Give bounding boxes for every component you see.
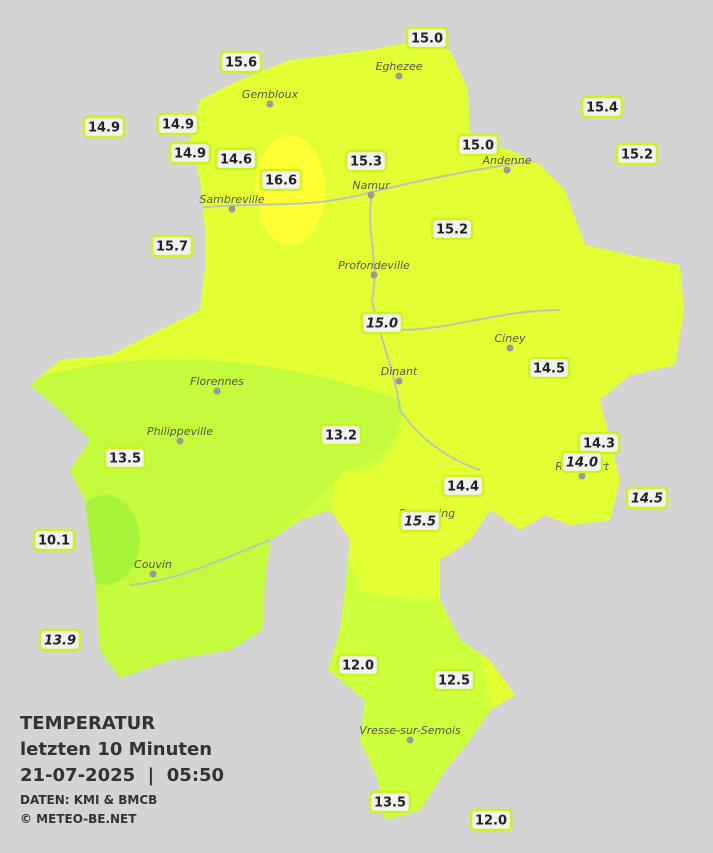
legend-title: TEMPERATUR [20,713,155,734]
station-box [560,450,604,474]
station-box [336,653,380,677]
station-value: 14.0 [566,456,598,471]
legend: TEMPERATUR letzten 10 Minuten 21-07-2025… [20,713,224,826]
station-value: 15.7 [156,240,188,255]
legend-copyright: © METEO-BE.NET [20,812,137,826]
town-dot [406,736,414,744]
station-box [398,509,442,533]
station-value: 10.1 [38,534,70,549]
station-value: 15.5 [404,515,436,530]
town-name: Eghezee [376,60,423,73]
station-box [360,311,404,335]
station-value: 13.2 [325,429,357,444]
station-value: 15.0 [366,317,398,332]
station-value: 14.3 [583,437,615,452]
town-dot [395,377,403,385]
station-box [430,217,474,241]
station-value: 13.5 [109,452,141,467]
town-name: Profondeville [338,259,410,272]
station-value: 12.5 [438,674,470,689]
station-value: 15.2 [621,148,653,163]
town-dot [503,166,511,174]
station-value: 14.5 [533,362,565,377]
station-box [625,486,669,510]
station-box [259,168,303,192]
town-dot [367,191,375,199]
station-box [32,528,76,552]
station-box [615,142,659,166]
station-box [38,628,82,652]
station-box [219,50,263,74]
town-name: Vresse-sur-Semois [359,724,461,737]
station-value: 14.9 [88,121,120,136]
station-value: 14.9 [162,118,194,133]
station-value: 12.0 [475,814,507,829]
town-name: Andenne [482,154,532,167]
town-dot [149,570,157,578]
station-value: 13.9 [44,634,76,649]
town-dot [228,205,236,213]
station-value: 14.4 [447,480,479,495]
station-value: 15.2 [436,223,468,238]
town-dot [370,271,378,279]
station-box [319,423,363,447]
stations: 15.0 15.6 14.9 14.9 15.4 15.0 15.2 14.9 14.6 15.3… [32,26,669,832]
town-dot [506,344,514,352]
town-name: Philippeville [147,425,213,438]
station-value: 14.6 [220,153,252,168]
station-value: 15.3 [350,155,382,170]
station-box [441,474,485,498]
station-value: 15.0 [462,139,494,154]
station-box [469,808,513,832]
legend-source: DATEN: KMI & BMCB [20,793,157,807]
station-box [580,95,624,119]
town-name: Namur [352,179,391,192]
station-box [82,115,126,139]
station-box [405,26,449,50]
legend-period: letzten 10 Minuten [20,739,212,760]
station-box [168,141,212,165]
station-value: 14.5 [631,492,663,507]
town-name: Sambreville [199,193,264,206]
station-value: 16.6 [265,174,297,189]
station-box [456,133,500,157]
station-value: 15.4 [586,101,618,116]
town-dot [266,100,274,108]
station-box [432,668,476,692]
town-dot [578,472,586,480]
station-box [156,112,200,136]
town-name: Couvin [134,558,172,571]
town-name: Gembloux [242,88,299,101]
town-name: Ciney [495,332,526,345]
town-dot [395,72,403,80]
legend-datetime: 21-07-2025 | 05:50 [20,765,224,786]
station-value: 15.6 [225,56,257,71]
town-name: Dinant [381,365,418,378]
station-box [103,446,147,470]
town-dot [176,437,184,445]
station-value: 15.0 [411,32,443,47]
station-box [344,149,388,173]
town-name: Florennes [190,375,244,388]
station-box [214,147,258,171]
town-dot [213,387,221,395]
station-box [527,356,571,380]
station-box [150,234,194,258]
station-value: 14.9 [174,147,206,162]
station-value: 13.5 [374,796,406,811]
station-box [368,790,412,814]
station-value: 12.0 [342,659,374,674]
